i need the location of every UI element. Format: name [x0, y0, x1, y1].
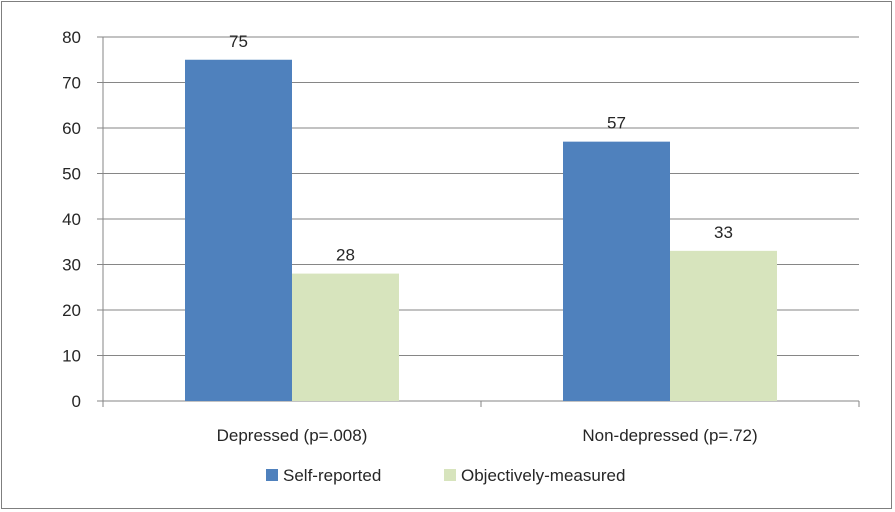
legend-label: Objectively-measured [461, 466, 625, 485]
y-tick-label: 0 [72, 392, 81, 411]
bar-self-reported [185, 59, 292, 401]
bar-objectively-measured [670, 250, 777, 401]
y-tick-label: 10 [62, 347, 81, 366]
y-tick-label: 50 [62, 165, 81, 184]
bar-self-reported [563, 141, 670, 401]
bars [185, 59, 777, 401]
x-category-label: Depressed (p=.008) [217, 426, 368, 445]
y-tick-label: 20 [62, 301, 81, 320]
data-label: 33 [714, 223, 733, 242]
data-label: 75 [229, 32, 248, 51]
y-tick-label: 30 [62, 256, 81, 275]
x-category-label: Non-depressed (p=.72) [582, 426, 757, 445]
data-labels: 75 28 57 33 [229, 32, 733, 265]
data-label: 28 [336, 246, 355, 265]
bar-objectively-measured [292, 273, 399, 401]
axes: 0 10 20 30 40 50 60 70 80 Depressed (p=.008) Non-d… [62, 28, 860, 445]
y-tick-label: 80 [62, 28, 81, 47]
legend-swatch [444, 469, 456, 481]
legend-label: Self-reported [283, 466, 381, 485]
data-label: 57 [607, 114, 626, 133]
y-tick-label: 70 [62, 74, 81, 93]
y-tick-label: 60 [62, 119, 81, 138]
y-tick-label: 40 [62, 210, 81, 229]
legend-swatch [266, 469, 278, 481]
legend: Self-reported Objectively-measured [266, 466, 625, 485]
